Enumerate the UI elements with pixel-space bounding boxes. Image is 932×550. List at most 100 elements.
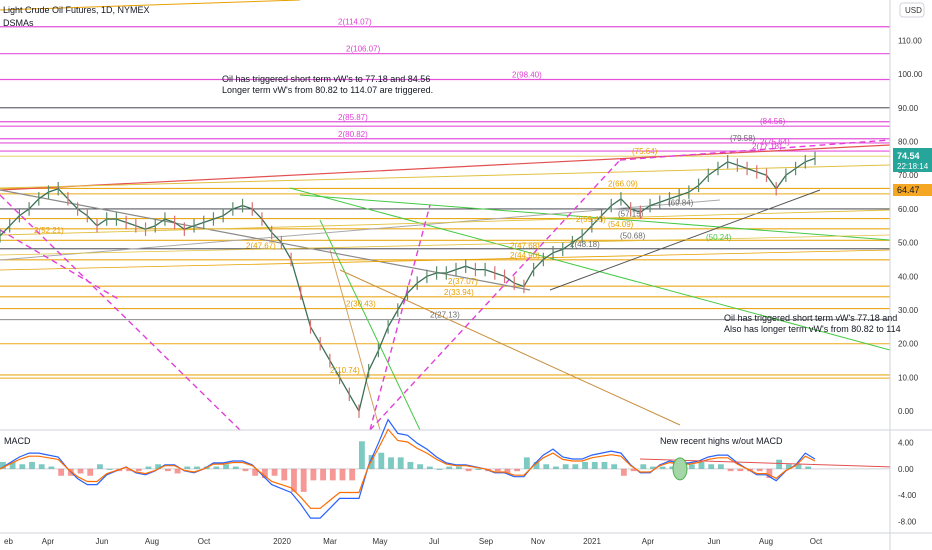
macd-histogram-bar <box>572 464 579 469</box>
macd-histogram-bar <box>87 468 94 476</box>
macd-histogram-bar <box>145 466 152 469</box>
macd-histogram-bar <box>29 461 35 469</box>
macd-note: New recent highs w/out MACD <box>660 436 783 446</box>
level-label: (50.24) <box>706 233 732 242</box>
macd-histogram-bar <box>0 461 6 469</box>
chart-title: Light Crude Oil Futures, 1D, NYMEX <box>3 5 150 15</box>
macd-histogram-bar <box>456 466 462 469</box>
trend-line <box>329 249 381 431</box>
x-tick-label: Oct <box>198 537 211 546</box>
currency-button[interactable] <box>899 2 925 18</box>
macd-histogram-bar <box>523 457 530 469</box>
macd-histogram-bar <box>611 464 618 469</box>
level-label: (57.15) <box>618 210 644 219</box>
macd-histogram-bar <box>106 468 113 470</box>
level-label: 2(114.07) <box>338 18 372 27</box>
level-label: 2(33.94) <box>444 288 474 297</box>
level-label: 2(106.07) <box>346 45 381 54</box>
x-tick-label: Sep <box>479 537 494 546</box>
note-top-line-2: Longer term vW's from 80.82 to 114.07 ar… <box>222 85 433 95</box>
macd-tick-label: 0.00 <box>898 465 914 474</box>
macd-histogram-bar <box>339 468 346 481</box>
macd-tick-label: 4.00 <box>898 439 914 448</box>
y-tick-label: 30.00 <box>898 306 919 315</box>
macd-histogram-bar <box>494 468 501 472</box>
macd-histogram-bar <box>436 468 443 470</box>
macd-histogram-bar <box>97 464 103 469</box>
macd-histogram-bar <box>514 468 521 472</box>
macd-histogram-bar <box>504 468 511 474</box>
macd-histogram-bar <box>291 468 297 492</box>
macd-histogram-bar <box>155 464 162 469</box>
macd-title: MACD <box>4 436 31 446</box>
macd-highlight-ellipse <box>672 457 688 481</box>
indicator-label: DSMAs <box>3 18 34 28</box>
dashed-projection-line <box>0 194 241 431</box>
y-tick-label: 110.00 <box>898 36 922 45</box>
y-tick-label: 70.00 <box>898 171 919 180</box>
macd-histogram-bar <box>717 464 724 469</box>
macd-histogram-bar <box>388 457 394 469</box>
macd-histogram-bar <box>378 452 385 469</box>
macd-histogram-bar <box>358 441 365 469</box>
x-tick-label: eb <box>4 537 13 546</box>
macd-histogram-bar <box>397 457 404 469</box>
trend-line <box>339 269 681 426</box>
macd-histogram-bar <box>135 468 142 472</box>
macd-histogram-bar <box>669 466 676 469</box>
macd-tick-label: -4.00 <box>898 491 917 500</box>
macd-histogram-bar <box>48 466 55 469</box>
macd-histogram-bar <box>591 461 598 469</box>
macd-histogram-bar <box>261 468 268 479</box>
trend-line <box>0 199 721 261</box>
note-right-line-1: Oil has triggered short term vW's 77.18 … <box>724 313 897 323</box>
dashed-projection-line <box>369 159 621 431</box>
level-label: 2(98.40) <box>512 71 542 80</box>
level-label: 2(27.13) <box>430 311 460 320</box>
level-price-value: 64.47 <box>897 185 920 195</box>
level-label: 2(75.64) <box>760 138 790 147</box>
macd-histogram-bar <box>601 461 608 469</box>
macd-histogram-bar <box>446 466 453 469</box>
level-label: 2(66.09) <box>608 179 638 188</box>
level-label: 2(77.18) <box>752 142 782 151</box>
x-tick-label: Jun <box>96 537 109 546</box>
macd-histogram-bar <box>300 468 307 492</box>
level-label: 2(59.45) <box>576 215 606 224</box>
macd-histogram-bar <box>582 461 588 469</box>
macd-histogram-bar <box>766 468 773 479</box>
dashed-projection-line <box>369 204 431 431</box>
macd-histogram-bar <box>620 468 627 476</box>
level-label: 2(10.74) <box>330 366 360 375</box>
macd-histogram-bar <box>271 468 278 476</box>
macd-pane: 4.00 0.00 -4.00 -8.00 <box>0 418 917 526</box>
trend-line <box>0 249 891 271</box>
x-tick-label: Apr <box>642 537 655 546</box>
macd-histogram-bar <box>737 468 744 472</box>
level-label: 2(30.43) <box>346 300 376 309</box>
x-tick-label: Oct <box>810 537 823 546</box>
macd-histogram-bar <box>407 461 414 469</box>
y-tick-label: 100.00 <box>898 70 923 79</box>
last-price-tag <box>893 148 932 172</box>
trend-line <box>0 0 301 11</box>
macd-histogram-bar <box>785 464 792 469</box>
level-label: (69.84) <box>668 198 694 207</box>
x-tick-label: Aug <box>145 537 159 546</box>
macd-histogram-bar <box>19 464 26 469</box>
macd-tick-label: -8.00 <box>898 517 917 526</box>
x-tick-label: Jun <box>708 537 721 546</box>
y-tick-label: 60.00 <box>898 205 919 214</box>
macd-histogram-bar <box>164 468 171 472</box>
macd-histogram-bar <box>194 466 200 469</box>
trend-line <box>0 144 891 191</box>
macd-histogram-bar <box>426 466 433 469</box>
y-tick-label: 40.00 <box>898 272 919 281</box>
macd-histogram-bar <box>58 468 65 476</box>
x-tick-label: Apr <box>42 537 55 546</box>
trend-line <box>0 164 891 189</box>
x-tick-label: May <box>372 537 387 546</box>
macd-histogram-bar <box>368 455 375 469</box>
macd-histogram-bar <box>776 459 783 469</box>
macd-histogram-bar <box>213 466 220 469</box>
